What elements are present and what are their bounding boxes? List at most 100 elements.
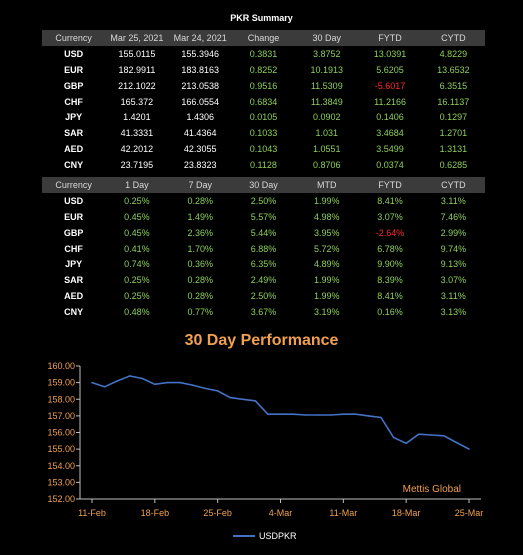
data-point: [242, 398, 244, 401]
chart-title: 30 Day Performance: [184, 332, 339, 349]
rate-chg-cell: 0.3831: [249, 48, 278, 59]
data-point: [430, 434, 433, 436]
data-point: [267, 413, 269, 415]
chart-annotation: Mettis Global: [403, 484, 461, 495]
y-tick-label: 157.00: [47, 411, 75, 421]
y-tick-label: 154.00: [47, 461, 75, 471]
data-point: [154, 383, 156, 386]
pct-d7-cell: 1.49%: [187, 211, 213, 222]
pct-d7-cell: 1.70%: [187, 243, 213, 254]
rate-cytd-cell: 1.2701: [439, 128, 468, 139]
pct-mtd-cell: 1.99%: [314, 275, 340, 286]
pct-d30-cell: 6.88%: [250, 243, 277, 254]
pct-cytd-cell: 3.07%: [440, 275, 467, 286]
pct-row-eur: EUR 0.45% 1.49% 5.57% 4.98% 3.07% 7.46%: [42, 209, 485, 225]
rate-chg-cell: 0.6834: [249, 96, 278, 107]
pct-d1-cell: 0.45%: [124, 211, 150, 222]
currency-code: AED: [64, 291, 84, 302]
rate-d30-cell: 0.0902: [313, 112, 341, 123]
pct-d7-cell: 2.36%: [187, 227, 213, 238]
rate-fytd-cell: 0.0374: [376, 160, 404, 171]
header-cell: CYTD: [421, 30, 485, 46]
x-tick-label: 4-Mar: [269, 508, 293, 518]
rate-row-usd: USD 155.0115 155.3946 0.3831 3.8752 13.0391 4.…: [42, 46, 485, 62]
currency-code: EUR: [64, 64, 84, 75]
currency-code: CNY: [64, 307, 84, 318]
rate-d30-cell: 1.031: [315, 128, 339, 139]
data-point: [392, 436, 395, 439]
pct-fytd-cell: -2.64%: [375, 227, 405, 238]
data-point: [229, 396, 231, 399]
pct-mtd-cell: 3.19%: [314, 307, 340, 318]
rate-d30-cell: 11.3849: [310, 96, 343, 107]
pct-mtd-cell: 1.99%: [314, 291, 340, 302]
rate-chg-cell: 0.1033: [249, 128, 278, 139]
pct-d7-cell: 0.28%: [187, 195, 213, 206]
header-cell: Mar 24, 2021: [168, 30, 232, 46]
rate-chg-cell: 0.0105: [249, 112, 278, 123]
y-tick-label: 159.00: [47, 378, 75, 388]
rate-chg-cell: 0.1128: [250, 160, 277, 171]
pct-row-chf: CHF 0.41% 1.70% 6.88% 5.72% 6.78% 9.74%: [42, 241, 485, 257]
x-tick-label: 11-Mar: [329, 508, 357, 518]
pct-fytd-cell: 6.78%: [377, 243, 403, 254]
data-point: [417, 433, 420, 435]
data-point: [279, 413, 282, 415]
header-cell: Change: [231, 30, 296, 46]
rate-c2-cell: 155.3946: [181, 48, 219, 59]
data-point: [204, 387, 206, 390]
header-cell: CYTD: [421, 177, 485, 193]
data-point: [191, 384, 194, 386]
data-point: [330, 414, 332, 416]
currency-code: CHF: [64, 96, 83, 107]
y-tick-label: 156.00: [47, 428, 75, 438]
data-point: [468, 448, 470, 450]
pct-cytd-cell: 3.11%: [440, 195, 466, 206]
rate-c2-cell: 23.8323: [183, 160, 217, 171]
rate-row-sar: SAR 41.3331 41.4364 0.1033 1.031 3.4684 1.2701: [42, 125, 485, 141]
rate-c1-cell: 182.9911: [118, 64, 156, 75]
rates-table: Currency Mar 25, 2021 Mar 24, 2021 Chang…: [42, 30, 485, 173]
pct-fytd-cell: 8.39%: [377, 275, 403, 286]
chart-legend: USDPKR: [233, 531, 297, 541]
rates-table-body: USD 155.0115 155.3946 0.3831 3.8752 13.0391 4.…: [42, 46, 485, 173]
pct-d30-cell: 2.49%: [250, 275, 277, 286]
currency-code: GBP: [63, 227, 84, 238]
pct-cytd-cell: 3.13%: [440, 307, 467, 318]
data-point: [128, 375, 131, 377]
rate-c2-cell: 166.0554: [181, 96, 219, 107]
header-cell: 30 Day: [231, 177, 296, 193]
pct-d7-cell: 0.28%: [187, 275, 213, 286]
rate-row-gbp: GBP 212.1022 213.0538 0.9516 11.5309 -5.6017 6…: [42, 78, 485, 94]
x-tick-label: 18-Mar: [392, 508, 421, 518]
currency-code: CNY: [64, 160, 84, 171]
pct-d30-cell: 5.44%: [250, 227, 277, 238]
percent-change-table: Currency 1 Day 7 Day 30 Day MTD FYTD CYT…: [42, 177, 485, 320]
pct-fytd-cell: 9.90%: [377, 259, 403, 270]
percent-header-row: Currency 1 Day 7 Day 30 Day MTD FYTD CYT…: [42, 177, 485, 193]
currency-code: JPY: [65, 259, 83, 270]
rate-c1-cell: 42.2012: [120, 144, 154, 155]
summary-title: PKR Summary: [230, 13, 293, 23]
rate-c1-cell: 212.1022: [118, 80, 156, 91]
currency-code: AED: [64, 144, 84, 155]
data-point: [179, 381, 181, 384]
pct-row-aed: AED 0.25% 0.28% 2.50% 1.99% 8.41% 3.11%: [42, 288, 485, 304]
header-cell: Currency: [42, 177, 106, 193]
header-cell: Mar 25, 2021: [105, 30, 169, 46]
header-cell: 1 Day: [105, 177, 169, 193]
rate-chg-cell: 0.1043: [249, 144, 278, 155]
data-point: [317, 414, 320, 416]
rate-row-jpy: JPY 1.4201 1.4306 0.0105 0.0902 0.1406 0.1297: [42, 109, 485, 125]
rate-fytd-cell: 11.2166: [374, 96, 406, 107]
header-cell: FYTD: [358, 177, 422, 193]
percent-table-body: USD 0.25% 0.28% 2.50% 1.99% 8.41% 3.11% EUR 0.45…: [42, 193, 485, 320]
pct-fytd-cell: 8.41%: [377, 195, 403, 206]
rate-fytd-cell: 13.0391: [373, 48, 407, 59]
header-cell: 30 Day: [295, 30, 359, 46]
header-cell: 7 Day: [168, 177, 232, 193]
pct-mtd-cell: 4.98%: [314, 211, 340, 222]
pct-d1-cell: 0.41%: [124, 243, 150, 254]
currency-code: USD: [64, 48, 84, 59]
y-tick-label: 158.00: [47, 394, 75, 404]
